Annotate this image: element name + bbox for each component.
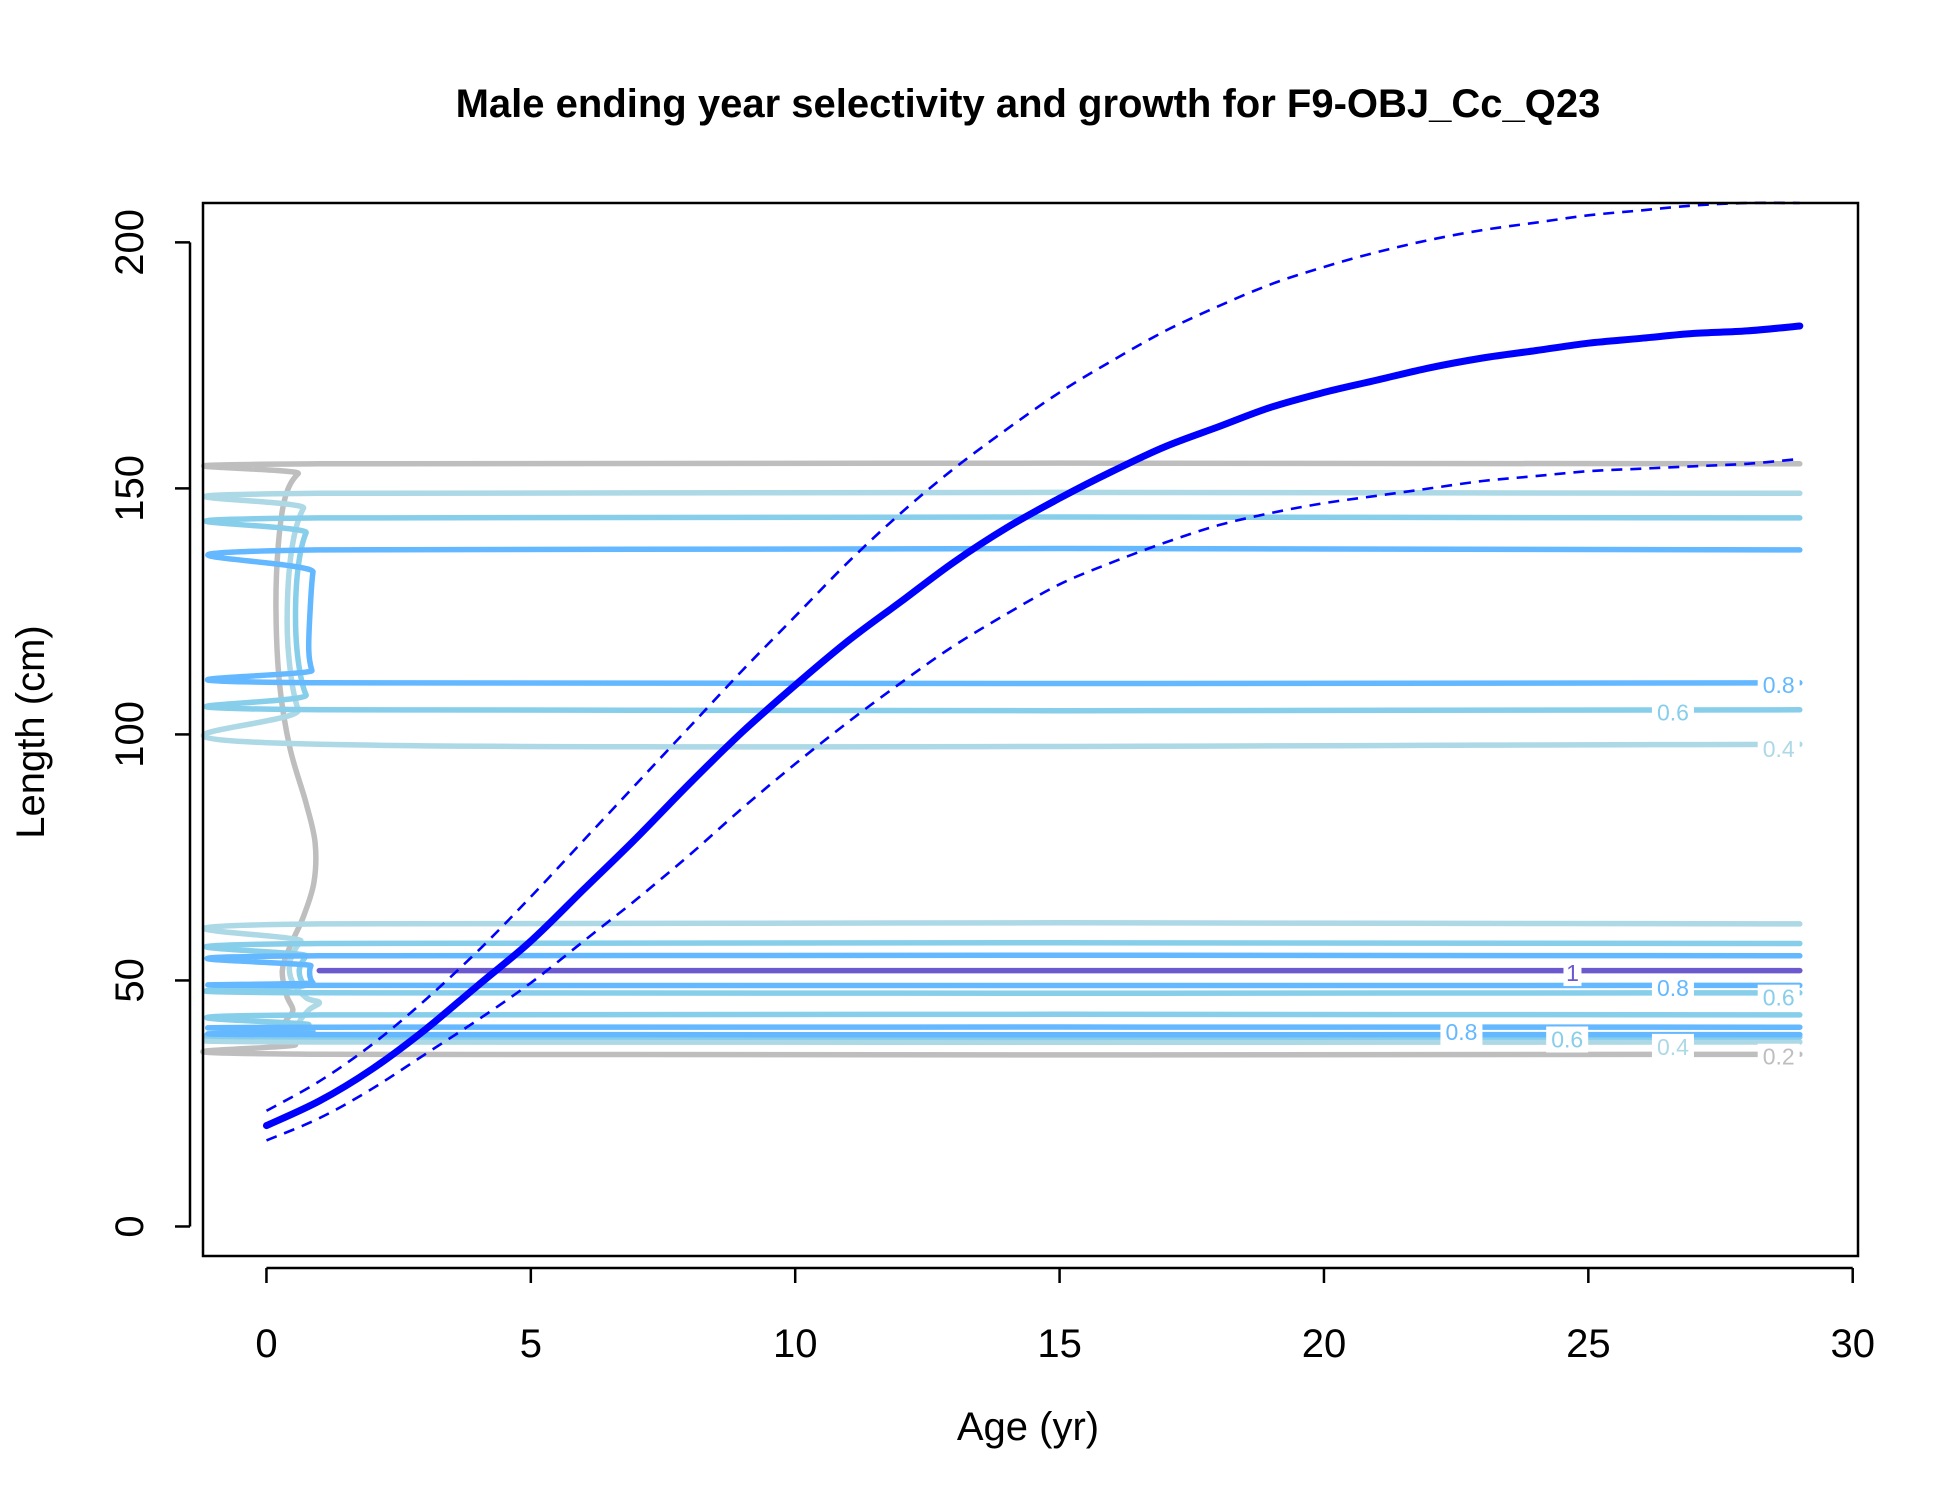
plot-frame — [201, 201, 1860, 1258]
contour-label: 0.4 — [1763, 736, 1795, 762]
y-axis-label: Length (cm) — [9, 625, 53, 838]
x-axis-label: Age (yr) — [957, 1405, 1099, 1449]
contour-line-0.6 — [203, 514, 1803, 714]
x-tick-label: 10 — [773, 1322, 818, 1366]
contour-label-background — [1757, 1043, 1800, 1070]
contour-label-background — [1651, 699, 1694, 726]
y-tick-label: 100 — [108, 701, 152, 768]
contour-label-background — [1757, 736, 1800, 763]
contour-label: 0.6 — [1763, 985, 1795, 1011]
x-tick-label: 30 — [1830, 1322, 1875, 1366]
y-tick-label: 200 — [108, 209, 152, 276]
y-tick-label: 50 — [108, 958, 152, 1003]
contour-label-background — [1546, 1026, 1589, 1053]
chart-title: Male ending year selectivity and growth … — [456, 82, 1601, 126]
mean-growth-line — [263, 322, 1804, 1130]
axes-layer: 0 5 10 15 20 25 30 0 50 100 150 200 — [108, 209, 1875, 1366]
x-tick-label: 20 — [1302, 1322, 1347, 1366]
contour-line-0.4 — [200, 489, 1803, 750]
contour-label-background — [1651, 1033, 1694, 1060]
contour-label: 0.4 — [1657, 1034, 1689, 1060]
x-tick-label: 5 — [520, 1322, 542, 1366]
upper-growth-interval-line — [265, 201, 1800, 1112]
contour-layer — [200, 460, 1803, 1058]
contour-line-0.4 — [201, 919, 1803, 1046]
contour-label: 0.6 — [1657, 699, 1689, 725]
contour-line-0.8 — [204, 952, 1803, 989]
contour-label-layer: 0.8 0.6 0.4 1 0.8 0.6 0.8 0.6 0.4 0.2 — [1440, 672, 1800, 1070]
contour-line-0.6 — [202, 939, 1803, 997]
contour-label: 0.6 — [1551, 1026, 1583, 1052]
contour-label: 0.2 — [1763, 1044, 1795, 1070]
contour-label-background — [1440, 1019, 1483, 1046]
contour-label-background — [1757, 672, 1800, 699]
contour-label-background — [1651, 974, 1694, 1001]
x-tick-label: 0 — [255, 1322, 277, 1366]
contour-label: 0.8 — [1445, 1019, 1477, 1045]
contour-line-0.8 — [205, 1024, 1803, 1038]
y-tick-label: 150 — [108, 455, 152, 522]
contour-label: 0.8 — [1657, 975, 1689, 1001]
lower-growth-interval-line — [265, 457, 1800, 1142]
series-layer — [263, 201, 1804, 1142]
contour-label: 0.8 — [1763, 672, 1795, 698]
contour-label-background — [1757, 984, 1800, 1011]
contour-line-0.8 — [204, 545, 1803, 687]
contour-label-background — [1563, 960, 1582, 987]
x-tick-label: 25 — [1566, 1322, 1611, 1366]
y-tick-label: 0 — [108, 1215, 152, 1237]
x-tick-label: 15 — [1037, 1322, 1082, 1366]
contour-label: 1 — [1566, 960, 1579, 986]
